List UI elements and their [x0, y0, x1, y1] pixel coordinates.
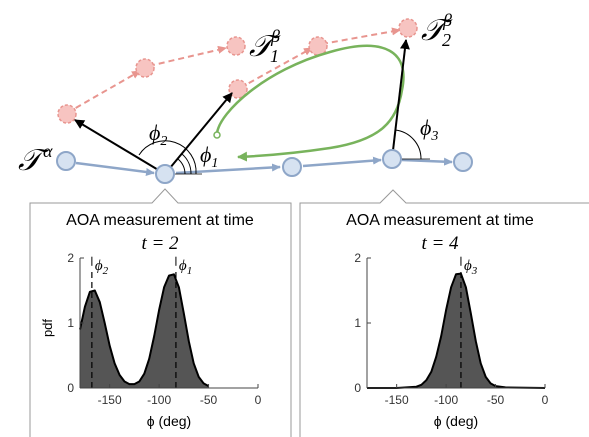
loop-path: [215, 44, 405, 162]
beta-track: [66, 27, 401, 114]
panel-1-title: AOA measurement at time: [66, 212, 254, 229]
label-phi-1: ϕ1: [200, 142, 218, 171]
pdf-line: [367, 272, 546, 389]
bearing-arrows: [74, 39, 430, 175]
alpha-nodes: [56, 149, 473, 184]
beta-node: [226, 36, 246, 56]
alpha-node: [155, 164, 175, 184]
peak-label: ϕ2: [95, 258, 109, 277]
y-axis-label: pdf: [40, 319, 55, 337]
y-tick-label: 0: [354, 381, 361, 395]
chart-panel-1: ϕ2 ϕ1 -150 -100 -50 0 0 1 2 ϕ (deg) pdf: [40, 251, 262, 429]
x-tick-label: -100: [434, 393, 458, 407]
alpha-node: [382, 149, 402, 169]
pdf-line: [79, 273, 210, 387]
beta-node: [135, 58, 155, 78]
x-tick-label: -150: [385, 393, 409, 407]
x-axis-label: ϕ (deg): [147, 413, 191, 429]
y-tick-label: 1: [354, 316, 361, 330]
panel-2-title: AOA measurement at time: [346, 212, 534, 229]
y-tick-label: 2: [354, 251, 361, 265]
beta-node: [398, 18, 418, 38]
label-tau-1: 𝒯β 1: [249, 26, 281, 66]
y-tick-label: 2: [67, 251, 74, 265]
x-tick-label: -50: [200, 393, 218, 407]
panel-1-callout: [29, 188, 292, 437]
y-tick-label: 0: [67, 381, 74, 395]
beta-node: [308, 36, 328, 56]
panel-2-subtitle: t = 4: [421, 233, 459, 254]
x-tick-label: -50: [487, 393, 505, 407]
label-phi-3: ϕ3: [420, 115, 438, 144]
alpha-track: [75, 156, 453, 176]
panel-1-subtitle: t = 2: [141, 233, 179, 254]
pdf-area: [367, 273, 545, 388]
chart-panel-2: ϕ3 -150 -100 -50 0 0 1 2 ϕ (deg): [354, 251, 548, 429]
peak-label: ϕ3: [464, 258, 478, 277]
loop-start-point: [213, 131, 221, 139]
y-tick-label: 1: [67, 316, 74, 330]
label-tau-2: 𝒯β 2: [421, 10, 453, 50]
peak-label: ϕ1: [179, 258, 192, 277]
beta-node: [57, 104, 77, 124]
beta-nodes: [57, 18, 418, 124]
x-tick-label: -150: [98, 393, 122, 407]
label-phi-2: ϕ2: [149, 120, 167, 149]
beta-node: [228, 79, 248, 99]
alpha-node: [56, 151, 76, 171]
x-tick-label: 0: [542, 393, 549, 407]
alpha-node: [282, 157, 302, 177]
panel-2-callout: [299, 189, 589, 437]
x-tick-label: 0: [255, 393, 262, 407]
x-tick-label: -100: [147, 393, 171, 407]
alpha-node: [453, 152, 473, 172]
x-axis-label: ϕ (deg): [434, 413, 478, 429]
